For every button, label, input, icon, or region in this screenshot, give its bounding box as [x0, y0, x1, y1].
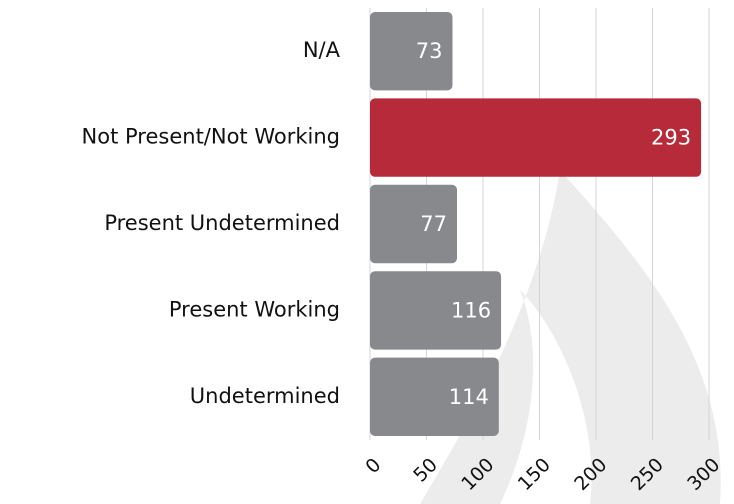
value-label: 116: [451, 298, 491, 322]
x-tick-label: 150: [514, 454, 555, 495]
value-label: 77: [420, 212, 447, 236]
value-label: 293: [651, 126, 691, 150]
y-tick-label: Not Present/Not Working: [82, 125, 340, 149]
y-tick-label: N/A: [303, 38, 341, 62]
x-tick-label: 0: [361, 454, 385, 478]
bar: [370, 12, 453, 91]
bar: [370, 357, 499, 436]
value-label: 73: [416, 39, 443, 63]
bar: [370, 98, 702, 177]
y-tick-label: Undetermined: [190, 384, 340, 408]
bar: [370, 271, 502, 350]
value-label: 114: [449, 385, 489, 409]
y-tick-label: Present Working: [169, 297, 340, 321]
bar: [370, 184, 458, 264]
y-tick-label: Present Undetermined: [104, 211, 340, 235]
